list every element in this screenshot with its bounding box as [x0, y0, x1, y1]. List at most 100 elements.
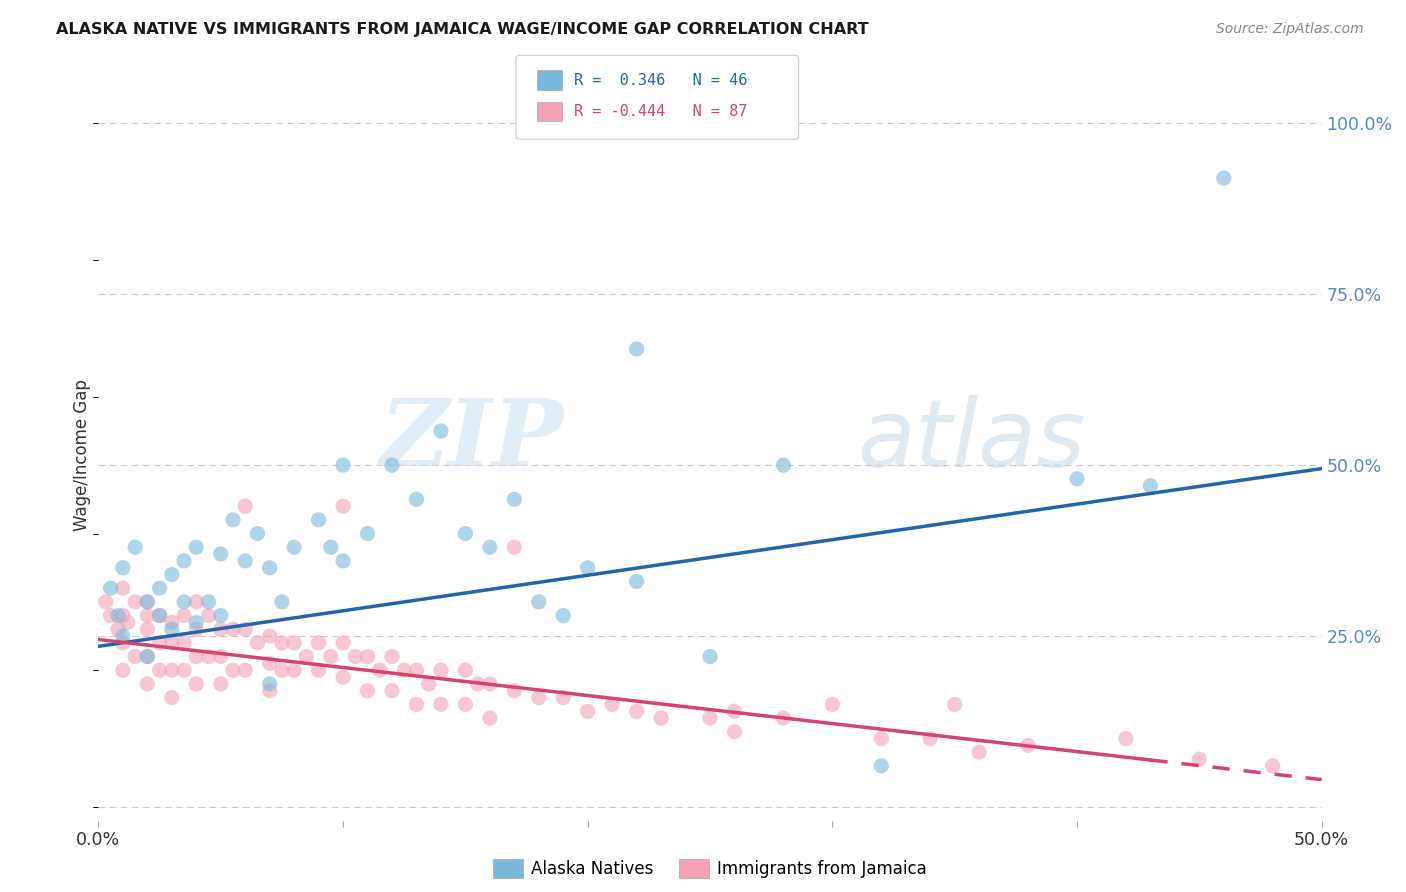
Point: [160, 567, 183, 582]
Point: [626, 342, 648, 356]
Point: [186, 677, 208, 691]
Text: ZIP: ZIP: [380, 395, 564, 485]
Point: [503, 492, 526, 507]
Point: [160, 663, 183, 677]
Point: [295, 649, 318, 664]
Point: [149, 608, 172, 623]
Text: ALASKA NATIVE VS IMMIGRANTS FROM JAMAICA WAGE/INCOME GAP CORRELATION CHART: ALASKA NATIVE VS IMMIGRANTS FROM JAMAICA…: [56, 22, 869, 37]
Point: [723, 724, 745, 739]
Point: [246, 636, 269, 650]
Point: [553, 690, 575, 705]
Point: [319, 649, 342, 664]
Point: [454, 663, 477, 677]
Point: [197, 595, 219, 609]
Point: [124, 540, 146, 554]
Point: [233, 554, 256, 568]
Point: [111, 636, 134, 650]
Point: [136, 595, 159, 609]
Point: [699, 711, 721, 725]
Point: [136, 649, 159, 664]
Point: [160, 615, 183, 630]
Point: [503, 540, 526, 554]
Point: [454, 698, 477, 712]
Text: R = -0.444   N = 87: R = -0.444 N = 87: [574, 104, 747, 119]
Point: [332, 670, 354, 684]
Point: [1261, 759, 1284, 773]
Point: [117, 615, 139, 630]
Point: [100, 581, 122, 595]
Y-axis label: Wage/Income Gap: Wage/Income Gap: [73, 379, 91, 531]
Point: [1139, 478, 1161, 492]
Point: [576, 560, 599, 574]
Point: [270, 595, 294, 609]
Point: [111, 560, 134, 574]
Point: [967, 745, 990, 759]
Point: [381, 649, 404, 664]
Legend: Alaska Natives, Immigrants from Jamaica: Alaska Natives, Immigrants from Jamaica: [494, 859, 927, 878]
Point: [209, 649, 232, 664]
Point: [197, 608, 219, 623]
Point: [527, 690, 550, 705]
Point: [332, 499, 354, 513]
Point: [283, 540, 305, 554]
Point: [259, 560, 281, 574]
Point: [772, 458, 794, 472]
Point: [723, 704, 745, 718]
Point: [233, 622, 256, 636]
Text: R =  0.346   N = 46: R = 0.346 N = 46: [574, 73, 747, 87]
Point: [136, 677, 159, 691]
Point: [209, 677, 232, 691]
Point: [149, 581, 172, 595]
Point: [527, 595, 550, 609]
Point: [1115, 731, 1137, 746]
Point: [650, 711, 672, 725]
Point: [405, 492, 427, 507]
Point: [186, 649, 208, 664]
Point: [1017, 739, 1039, 753]
Point: [173, 608, 195, 623]
Point: [259, 629, 281, 643]
Point: [100, 608, 122, 623]
Point: [209, 608, 232, 623]
Point: [173, 663, 195, 677]
Point: [173, 595, 195, 609]
Point: [222, 663, 245, 677]
Point: [160, 690, 183, 705]
Point: [111, 608, 134, 623]
Point: [222, 622, 245, 636]
Point: [356, 683, 378, 698]
Point: [186, 622, 208, 636]
Point: [319, 540, 342, 554]
Point: [186, 540, 208, 554]
Point: [699, 649, 721, 664]
Point: [283, 663, 305, 677]
Point: [418, 677, 440, 691]
Point: [308, 513, 330, 527]
Point: [160, 636, 183, 650]
Point: [576, 704, 599, 718]
Point: [259, 683, 281, 698]
Point: [173, 636, 195, 650]
Point: [503, 683, 526, 698]
Point: [270, 663, 294, 677]
Point: [553, 608, 575, 623]
Point: [405, 698, 427, 712]
Point: [160, 622, 183, 636]
Point: [467, 677, 489, 691]
Point: [107, 622, 129, 636]
Point: [478, 677, 501, 691]
Point: [270, 636, 294, 650]
Point: [356, 526, 378, 541]
Point: [173, 554, 195, 568]
Point: [233, 499, 256, 513]
Point: [454, 526, 477, 541]
Point: [94, 595, 117, 609]
Point: [308, 636, 330, 650]
Point: [332, 458, 354, 472]
Point: [381, 683, 404, 698]
Point: [149, 636, 172, 650]
Point: [149, 608, 172, 623]
Point: [600, 698, 623, 712]
Point: [107, 608, 129, 623]
Point: [233, 663, 256, 677]
